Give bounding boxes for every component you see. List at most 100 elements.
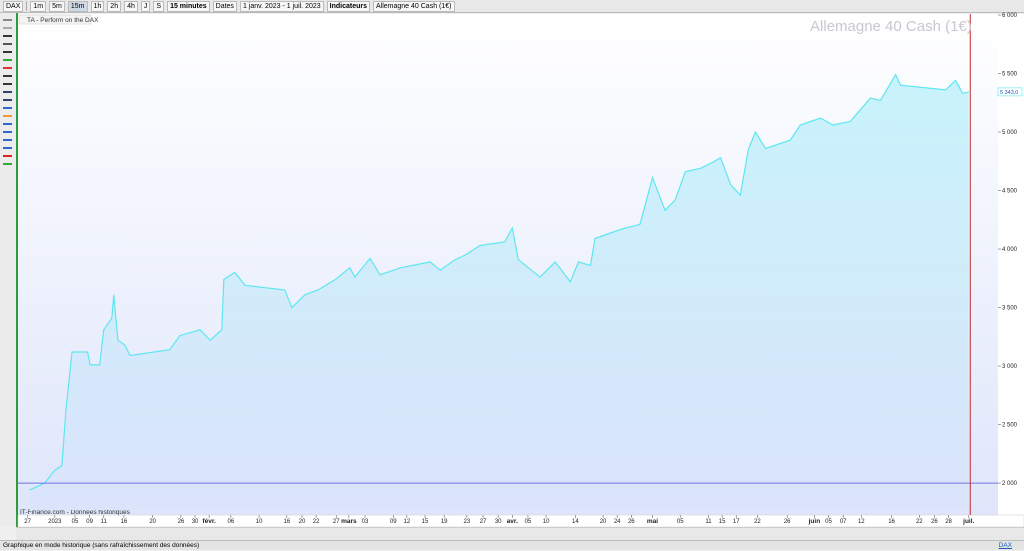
period-button[interactable]: 5m: [49, 0, 65, 12]
x-tick-label: 17: [733, 519, 740, 525]
tool[interactable]: [3, 83, 12, 85]
tool[interactable]: [3, 131, 12, 133]
x-tick-label: 12: [404, 519, 411, 525]
symbol-select[interactable]: DAX: [3, 0, 24, 12]
y-tick-label: 2 000: [1002, 481, 1018, 487]
x-tick-label: 19: [441, 519, 448, 525]
last-value-box: [997, 87, 1023, 97]
scroll-bar: [16, 527, 1024, 541]
x-tick-label: 10: [543, 519, 550, 525]
x-tick-label: 30: [495, 519, 502, 525]
separator: [26, 1, 28, 11]
x-tick-label: 03: [362, 519, 369, 525]
indicator-tag: [18, 14, 92, 25]
y-axis-area: [998, 14, 1024, 515]
period-button[interactable]: S: [153, 0, 165, 12]
y-tick-label: 3 500: [1002, 306, 1018, 312]
period-button[interactable]: 2h: [107, 0, 122, 12]
status-symbol[interactable]: DAX: [998, 542, 1012, 549]
tool[interactable]: [3, 107, 12, 109]
chart-title: TA - Perform on the DAX: [27, 17, 99, 24]
tool[interactable]: [3, 51, 12, 53]
tool[interactable]: [3, 147, 12, 149]
y-tick-label: 5 000: [1002, 130, 1018, 136]
x-tick-label: 05: [677, 519, 684, 525]
tool[interactable]: [3, 75, 12, 77]
watermark: Allemagne 40 Cash (1€): [810, 18, 972, 35]
tool[interactable]: [3, 67, 12, 69]
x-axis-area: [17, 514, 1024, 528]
x-tick-label: 27: [480, 519, 487, 525]
x-tick-label: 16: [121, 519, 128, 525]
x-tick-label: 05: [72, 519, 79, 525]
tool[interactable]: [3, 123, 12, 125]
x-tick-label: 26: [784, 519, 791, 525]
tool[interactable]: [3, 19, 12, 21]
x-tick-label: 14: [572, 519, 579, 525]
x-tick-label: 09: [86, 519, 93, 525]
tool[interactable]: [3, 27, 12, 29]
y-tick-label: 6 000: [1002, 13, 1018, 19]
x-tick-label: 16: [283, 519, 290, 525]
status-message: Graphique en mode historique (sans rafra…: [3, 542, 200, 549]
dates-button[interactable]: Dates: [212, 0, 237, 12]
x-tick-label: 22: [313, 519, 320, 525]
x-tick-label: 22: [754, 519, 761, 525]
x-tick-label: 11: [101, 519, 108, 525]
x-tick-label: 15: [422, 519, 429, 525]
x-tick-label: 09: [390, 519, 397, 525]
x-tick-label: 20: [600, 519, 607, 525]
x-tick-label: mai: [647, 518, 658, 525]
y-tick-label: 3 000: [1002, 364, 1018, 370]
x-tick-label: 27: [333, 519, 340, 525]
period-button[interactable]: 4h: [124, 0, 138, 12]
instrument-button[interactable]: Allemagne 40 Cash (1€): [373, 0, 455, 12]
x-tick-label: 28: [945, 519, 952, 525]
x-tick-label: 20: [149, 519, 156, 525]
source-label: IT-Finance.com - Données historiques: [20, 509, 131, 516]
x-tick-label: 10: [256, 519, 263, 525]
interval-select[interactable]: 15 minutes: [167, 0, 210, 12]
y-tick-label: 4 500: [1002, 189, 1018, 195]
date-range[interactable]: 1 janv. 2023 - 1 juil. 2023: [239, 0, 324, 12]
tool[interactable]: [3, 91, 12, 93]
x-tick-label: 30: [192, 519, 199, 525]
x-tick-label: 23: [464, 519, 471, 525]
x-tick-label: 07: [840, 519, 847, 525]
x-tick-label: juin: [808, 518, 821, 525]
x-tick-label: 06: [228, 519, 235, 525]
y-tick-label: 4 000: [1002, 247, 1018, 253]
period-button[interactable]: 1h: [90, 0, 105, 12]
price-line: [29, 73, 969, 491]
x-tick-label: 26: [178, 519, 185, 525]
tool[interactable]: [3, 43, 12, 45]
tool[interactable]: [3, 59, 12, 61]
x-tick-label: juil.: [962, 518, 974, 525]
x-tick-label: 05: [825, 519, 832, 525]
x-tick-label: avr.: [507, 518, 518, 525]
indicators-button[interactable]: Indicateurs: [326, 0, 370, 12]
period-button[interactable]: J: [140, 0, 151, 12]
period-button[interactable]: 15m: [67, 0, 88, 12]
x-tick-label: 15: [719, 519, 726, 525]
tool[interactable]: [3, 163, 12, 165]
x-tick-label: févr.: [202, 518, 216, 525]
x-tick-label: 11: [705, 519, 712, 525]
tool[interactable]: [3, 115, 12, 117]
x-tick-label: 24: [614, 519, 621, 525]
x-tick-label: 22: [916, 519, 923, 525]
x-tick-label: 26: [931, 519, 938, 525]
tool[interactable]: [3, 35, 12, 37]
status-bar: Graphique en mode historique (sans rafra…: [0, 540, 1024, 550]
toolbar: DAX 1m 5m 15m 1h 2h 4h J S 15 minutes Da…: [0, 0, 1024, 13]
tool[interactable]: [3, 99, 12, 101]
x-tick-label: 12: [858, 519, 865, 525]
x-tick-label: 26: [628, 519, 635, 525]
tool[interactable]: [3, 155, 12, 157]
tool[interactable]: [3, 139, 12, 141]
area: [29, 74, 969, 510]
drawing-tools: [0, 13, 18, 527]
period-button[interactable]: 1m: [30, 0, 47, 12]
